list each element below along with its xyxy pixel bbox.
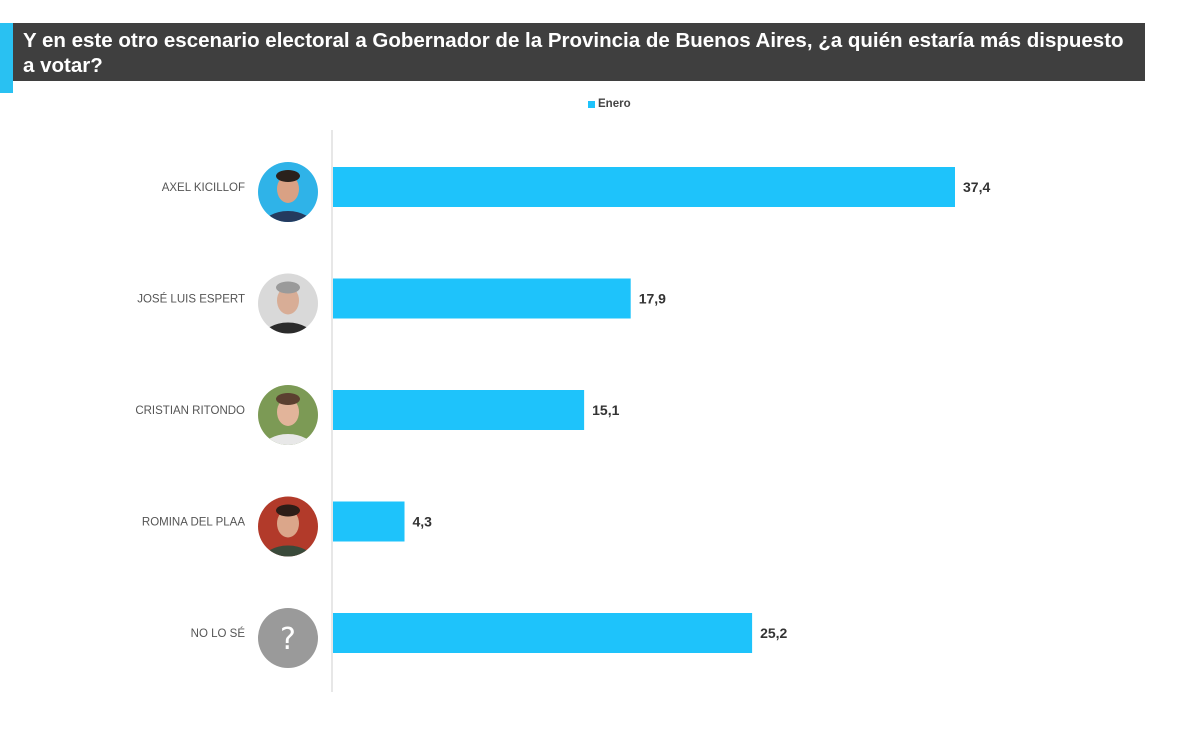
- legend: Enero: [588, 97, 631, 111]
- avatar-face: [277, 398, 299, 426]
- value-label: 25,2: [760, 625, 787, 641]
- avatar-shoulders: [262, 322, 314, 334]
- category-label: ROMINA DEL PLAA: [142, 517, 245, 529]
- bar: [333, 501, 405, 542]
- avatar-hair: [276, 504, 300, 517]
- candidate-avatar: [258, 162, 318, 222]
- bar: [333, 167, 955, 207]
- title-banner: Y en este otro escenario electoral a Gob…: [13, 23, 1145, 81]
- category-label: JOSÉ LUIS ESPERT: [137, 293, 245, 306]
- legend-swatch: [588, 100, 595, 108]
- category-label: CRISTIAN RITONDO: [135, 405, 245, 417]
- candidate-avatar: [258, 385, 318, 445]
- avatar-face: [277, 509, 299, 538]
- value-label: 15,1: [592, 402, 619, 418]
- question-mark-glyph: ?: [280, 622, 296, 657]
- value-label: 37,4: [963, 179, 990, 195]
- candidate-avatar: [258, 273, 318, 334]
- candidate-avatar: [258, 496, 318, 557]
- avatar-hair: [276, 281, 300, 294]
- avatar-face: [277, 286, 299, 315]
- avatar-hair: [276, 393, 300, 405]
- avatar-hair: [276, 170, 300, 182]
- avatar-shoulders: [262, 211, 314, 222]
- avatar-shoulders: [262, 434, 314, 445]
- value-label: 4,3: [413, 514, 433, 530]
- avatar-background: [258, 608, 318, 668]
- title-accent-bar: [0, 23, 13, 93]
- category-label: NO LO SÉ: [191, 627, 246, 640]
- category-label: AXEL KICILLOF: [162, 182, 245, 194]
- value-label: 17,9: [639, 291, 666, 307]
- avatar-shoulders: [262, 545, 314, 557]
- legend-label: Enero: [598, 98, 631, 110]
- question-mark-icon: ?: [258, 608, 318, 668]
- chart-title: Y en este otro escenario electoral a Gob…: [23, 29, 1124, 77]
- bar: [333, 390, 585, 430]
- bar: [333, 278, 631, 319]
- bar: [333, 613, 753, 653]
- avatar-face: [277, 175, 299, 203]
